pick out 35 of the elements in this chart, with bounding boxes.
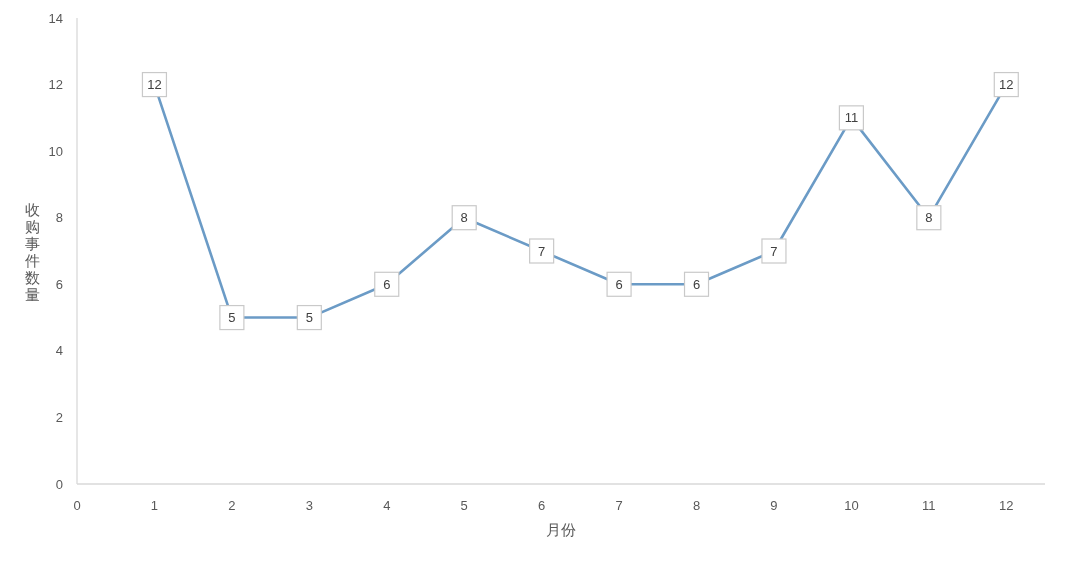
y-tick-label: 4 [55, 343, 63, 359]
x-tick-label: 4 [383, 497, 391, 513]
data-label: 5 [228, 310, 236, 326]
x-tick-label: 2 [228, 497, 236, 513]
data-label: 8 [460, 210, 468, 226]
x-tick-label: 8 [692, 497, 701, 513]
data-label: 12 [999, 77, 1014, 93]
data-label: 6 [692, 276, 701, 292]
data-label: 7 [538, 243, 546, 259]
y-tick-label: 6 [55, 276, 63, 292]
y-tick-label: 8 [55, 210, 63, 226]
y-tick-label: 10 [48, 143, 63, 159]
x-tick-label: 10 [844, 497, 859, 513]
y-tick-label: 14 [48, 10, 63, 26]
y-tick-label: 0 [55, 476, 63, 492]
x-tick-label: 0 [73, 497, 81, 513]
x-tick-label: 11 [922, 497, 936, 513]
y-tick-label: 2 [55, 409, 63, 425]
data-label: 5 [305, 310, 313, 326]
x-tick-label: 1 [150, 497, 159, 513]
x-tick-label: 7 [615, 497, 623, 513]
data-label: 7 [770, 243, 778, 259]
x-tick-label: 5 [460, 497, 468, 513]
data-label: 12 [147, 77, 162, 93]
data-label: 11 [844, 110, 859, 126]
y-axis-title: 收购事件数量 [24, 200, 40, 302]
x-tick-label: 12 [999, 497, 1014, 513]
x-tick-label: 6 [538, 497, 546, 513]
x-tick-label: 9 [770, 497, 778, 513]
x-tick-label: 3 [305, 497, 313, 513]
data-label: 6 [383, 276, 391, 292]
x-axis-title: 月份 [546, 520, 576, 538]
data-label: 6 [615, 276, 623, 292]
y-tick-label: 12 [48, 77, 63, 93]
data-label: 8 [925, 210, 933, 226]
